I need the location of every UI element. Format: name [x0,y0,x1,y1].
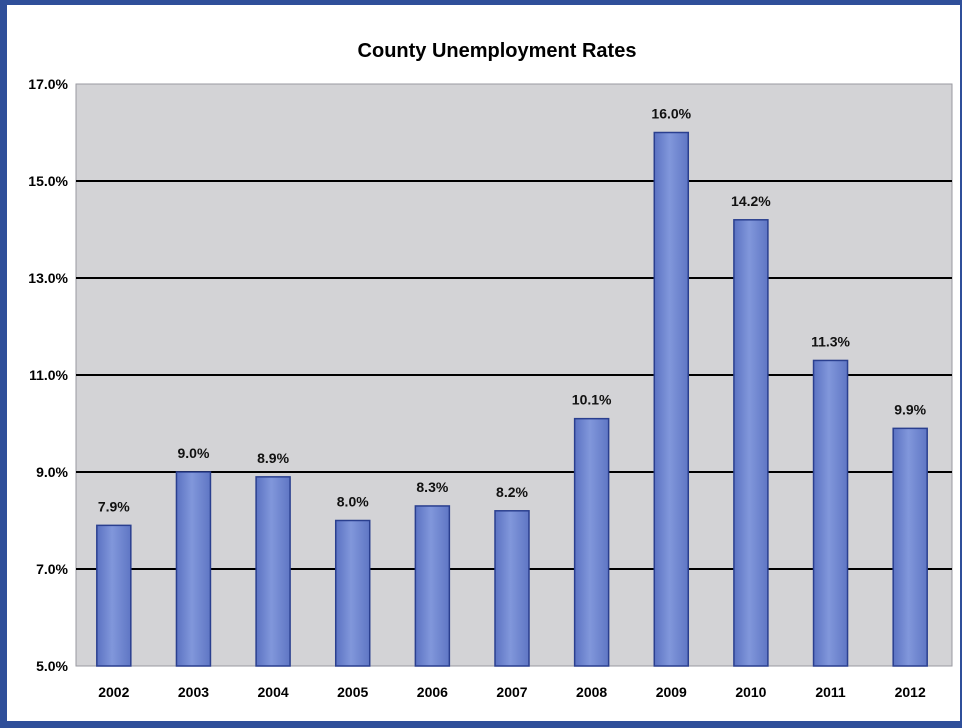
y-tick-label: 15.0% [28,173,68,189]
x-tick-label: 2007 [496,684,527,700]
data-label: 10.1% [572,392,612,408]
chart-title: County Unemployment Rates [358,40,637,62]
x-tick-label: 2011 [815,684,846,700]
data-label: 9.9% [894,401,926,417]
y-tick-label: 17.0% [28,76,68,92]
y-tick-label: 9.0% [36,464,68,480]
bar [255,476,291,667]
y-tick-label: 5.0% [36,658,68,674]
x-tick-label: 2002 [98,684,129,700]
bars [96,131,928,667]
data-label: 8.0% [337,494,369,510]
gridlines [76,180,952,570]
x-tick-label: 2006 [417,684,448,700]
bar [96,524,132,667]
bar [892,427,928,667]
data-label: 8.9% [257,450,289,466]
bar [653,131,690,667]
bar [414,505,451,667]
x-tick-label: 2004 [258,684,289,700]
x-tick-label: 2012 [895,684,926,700]
x-tick-label: 2003 [178,684,209,700]
bar [573,417,610,667]
bar [494,510,530,667]
x-tick-label: 2008 [576,684,607,700]
x-tick-label: 2009 [656,684,687,700]
bar [733,219,769,667]
y-tick-label: 11.0% [29,367,68,383]
bar [334,519,371,667]
data-label: 14.2% [731,193,771,209]
data-labels: 7.9% 9.0% 8.9% 8.0% 8.3% 8.2% 10.1% 16.0% 14.2% 1… [98,106,927,515]
y-tick-label: 7.0% [36,561,68,577]
bar [812,359,849,667]
data-label: 7.9% [98,498,130,514]
bar [175,471,212,667]
x-axis: 2002 2003 2004 2005 2006 2007 2008 2009 2010 2011… [98,684,926,700]
y-tick-label: 13.0% [28,270,68,286]
data-label: 8.2% [496,484,528,500]
data-label: 16.0% [651,106,691,122]
x-tick-label: 2005 [337,684,368,700]
x-tick-label: 2010 [735,684,766,700]
data-label: 11.3% [811,333,850,349]
y-axis: 5.0% 7.0% 9.0% 11.0% 13.0% 15.0% 17.0% [28,76,68,674]
data-label: 8.3% [416,479,448,495]
data-label: 9.0% [177,445,209,461]
